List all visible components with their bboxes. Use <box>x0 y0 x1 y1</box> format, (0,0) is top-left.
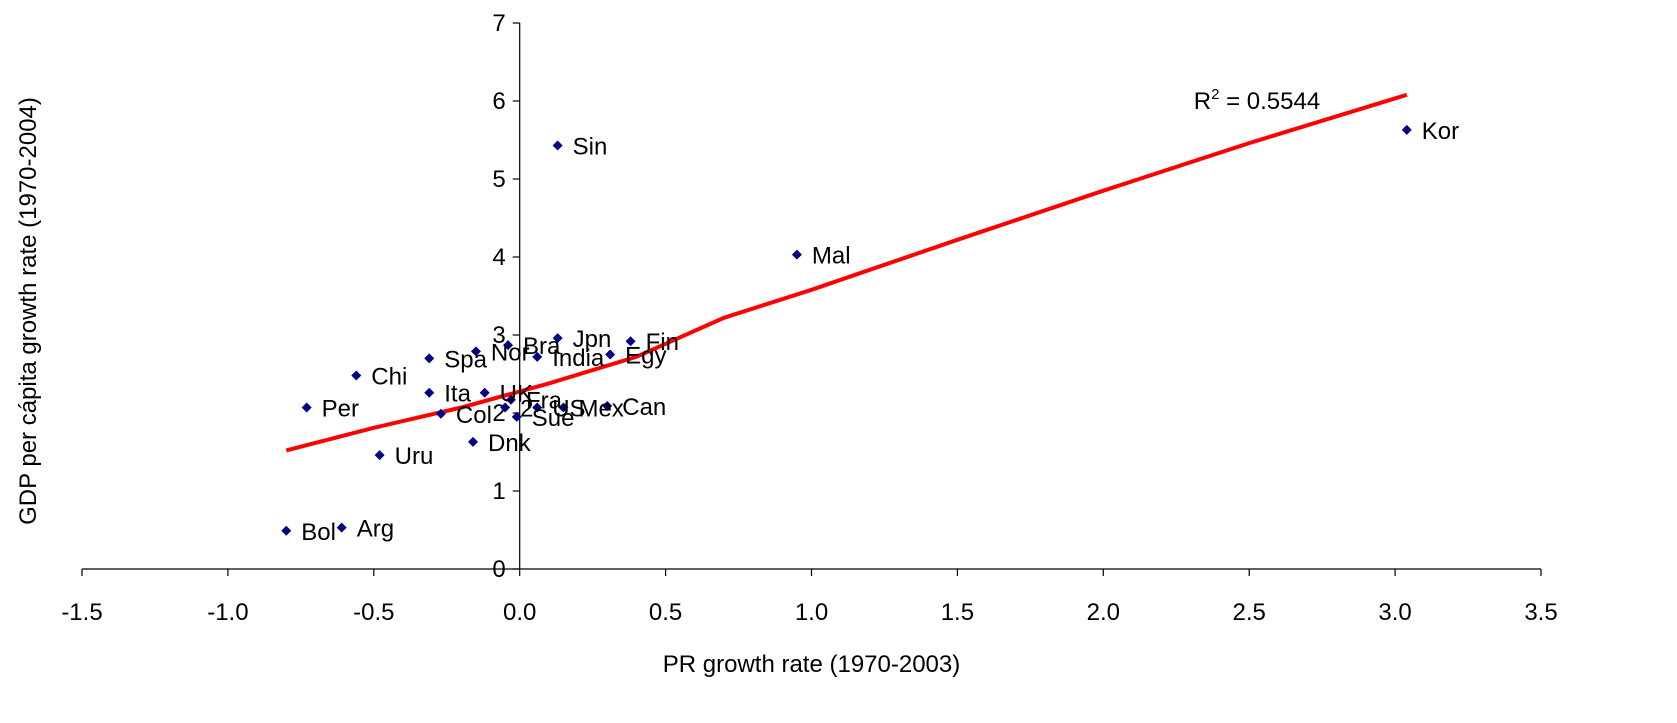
y-tick-label: 3 <box>492 322 505 349</box>
r-squared-label: R2 = 0.5544 <box>1194 86 1320 115</box>
ticks: -1.5 -1.0 -0.5 0.0 0.5 1.0 1.5 2.0 2.5 3.0 3.5 0 1 2 3… <box>61 10 1557 626</box>
data-point-per <box>301 402 312 413</box>
data-point-fra <box>505 394 516 405</box>
data-label-can: Can <box>622 394 666 421</box>
data-point-mex <box>558 402 569 413</box>
data-label-jpn: Jpn <box>573 326 612 353</box>
data-label-uk: UK <box>500 381 533 408</box>
data-label-kor: Kor <box>1422 118 1459 145</box>
data-point-dnk <box>468 436 479 447</box>
data-label-mex: Mex <box>578 396 623 423</box>
data-point-sue <box>511 411 522 422</box>
axes <box>82 23 1541 570</box>
data-label-sin: Sin <box>573 133 608 160</box>
data-label-bol: Bol <box>301 519 336 546</box>
data-point-2 <box>500 402 511 413</box>
data-point-sin <box>552 140 563 151</box>
data-point-us <box>532 402 543 413</box>
data-point-can <box>602 400 613 411</box>
data-point-arg <box>336 522 347 533</box>
x-tick-label: -1.0 <box>207 599 248 626</box>
data-label-uru: Uru <box>395 443 434 470</box>
data-label-arg: Arg <box>357 516 394 543</box>
x-tick-label: 3.0 <box>1378 599 1411 626</box>
data-label-mal: Mal <box>812 243 851 270</box>
x-tick-label: 0.5 <box>649 599 682 626</box>
x-tick-label: 3.5 <box>1524 599 1557 626</box>
x-tick-label: 2.0 <box>1087 599 1120 626</box>
data-label-per: Per <box>322 396 359 423</box>
data-label-dnk: Dnk <box>488 430 532 457</box>
y-axis-title: GDP per cápita growth rate (1970-2004) <box>15 97 42 525</box>
data-point-spa <box>424 353 435 364</box>
data-point-mal <box>791 249 802 260</box>
data-point-ita <box>424 387 435 398</box>
y-tick-label: 7 <box>492 10 505 37</box>
data-label-ita: Ita <box>444 381 471 408</box>
data-label-us: US <box>552 396 585 423</box>
data-point-uru <box>374 450 385 461</box>
x-tick-label: -1.5 <box>61 599 102 626</box>
trendline <box>285 92 1408 453</box>
data-point-india <box>532 351 543 362</box>
data-label-sue: Sue <box>532 405 575 432</box>
x-tick-label: 1.5 <box>941 599 974 626</box>
x-axis-title: PR growth rate (1970-2003) <box>663 651 961 678</box>
data-point-col <box>435 408 446 419</box>
y-tick-label: 1 <box>492 478 505 505</box>
x-tick-label: 2.5 <box>1233 599 1266 626</box>
data-label-2: 2 <box>520 396 533 423</box>
data-label-col: Col <box>456 402 492 429</box>
data-label-egy: Egy <box>625 343 666 370</box>
data-label-bra: Bra <box>523 333 561 360</box>
data-label-nor: Nor <box>491 339 530 366</box>
x-tick-label: 0.0 <box>503 599 536 626</box>
data-point-bra <box>503 340 514 351</box>
data-point-egy <box>605 349 616 360</box>
data-point-uk <box>479 387 490 398</box>
y-tick-label: 6 <box>492 88 505 115</box>
y-tick-label: 0 <box>492 556 505 583</box>
y-tick-label: 4 <box>492 244 505 271</box>
data-point-chi <box>351 370 362 381</box>
data-point-kor <box>1401 124 1412 135</box>
x-tick-label: -0.5 <box>353 599 394 626</box>
trendline-group <box>285 92 1408 453</box>
x-tick-label: 1.0 <box>795 599 828 626</box>
data-label-fra: Fra <box>526 388 563 415</box>
data-label-chi: Chi <box>371 364 407 391</box>
data-point-fin <box>625 336 636 347</box>
data-point-jpn <box>552 333 563 344</box>
data-label-india: India <box>552 345 605 372</box>
markers <box>281 124 1412 536</box>
data-label-spa: Spa <box>444 346 487 373</box>
y-tick-label: 5 <box>492 166 505 193</box>
data-label-fin: Fin <box>646 329 679 356</box>
data-point-nor <box>470 346 481 357</box>
data-point-bol <box>281 525 292 536</box>
